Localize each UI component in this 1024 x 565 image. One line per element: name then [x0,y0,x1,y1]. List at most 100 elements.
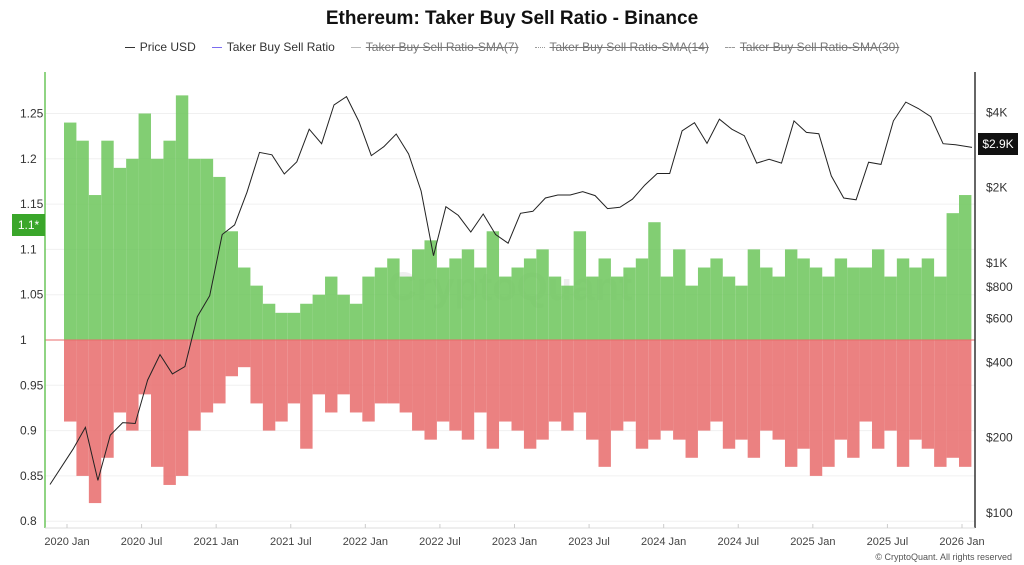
ratio-bar-up [598,258,611,340]
legend-item-sma30[interactable]: Taker Buy Sell Ratio-SMA(30) [724,40,900,54]
ratio-bar-up [834,258,848,340]
ratio-bar-down [200,340,214,413]
legend-item-price[interactable]: Price USD [124,40,196,54]
legend-item-ratio[interactable]: Taker Buy Sell Ratio [211,40,335,54]
ratio-bar-down [685,340,698,458]
sma30-swatch [724,46,735,48]
ratio-bar-up [959,195,972,340]
ratio-bar-up [847,267,860,340]
x-tick-label: 2025 Jan [790,536,835,548]
current-price-badge [978,133,1018,155]
ratio-bar-up [486,231,500,340]
y-tick-label: 1 [20,333,27,347]
right-tick-label: $2K [986,181,1007,195]
ratio-bar-up [250,285,263,340]
ratio-bar-up [325,276,338,340]
ratio-bar-up [871,249,885,340]
chart-title: Ethereum: Taker Buy Sell Ratio - Binance [325,8,699,29]
x-tick-label: 2021 Jan [194,536,239,548]
ratio-bar-down [113,340,127,413]
ratio-bar-down [884,340,897,431]
ratio-bar-down [151,340,164,467]
ratio-bar-up [374,267,388,340]
ratio-bar-up [337,294,350,340]
legend: Price USD Taker Buy Sell Ratio Taker Buy… [0,40,1024,54]
ratio-bar-down [635,340,649,449]
ratio-bar-down [412,340,425,431]
ratio-bar-up [586,276,599,340]
ratio-bar-up [561,285,574,340]
ratio-bar-up [722,276,736,340]
x-tick-label: 2024 Jul [717,536,759,548]
x-tick-label: 2020 Jul [121,536,163,548]
y-tick-label: 0.9 [20,424,37,438]
ratio-bar-down [847,340,860,458]
ratio-bar-down [561,340,574,431]
current-ratio-label: 1.1* [18,218,40,232]
ratio-bar-down [362,340,375,422]
ratio-bar-up [88,195,102,340]
ratio-bar-up [175,95,189,340]
ratio-bar-down [523,340,537,449]
right-tick-label: $600 [986,311,1013,325]
ratio-bar-up [797,258,810,340]
ratio-bar-up [548,276,562,340]
ratio-bar-down [959,340,972,467]
ratio-bar-up [163,140,176,340]
ratio-bar-up [784,249,798,340]
ratio-bar-down [660,340,674,431]
ratio-bar-up [262,303,276,340]
ratio-bar-down [934,340,947,467]
ratio-bar-up [200,158,214,340]
legend-label: Taker Buy Sell Ratio-SMA(7) [365,40,519,54]
ratio-bar-down [909,340,922,440]
ratio-bar-up [523,258,537,340]
current-price-label: $2.9K [982,137,1013,151]
y-tick-label: 1.25 [20,107,44,121]
ratio-bar-up [113,167,127,340]
ratio-bar-up [461,249,475,340]
ratio-bar-up [536,249,549,340]
ratio-bar-up [225,231,238,340]
right-tick-label: $4K [986,105,1007,119]
ratio-bar-down [921,340,935,449]
ratio-bar-down [747,340,761,458]
ratio-bar-down [225,340,238,377]
ratio-bar-up [673,249,686,340]
ratio-bar-down [238,340,251,368]
ratio-bar-down [573,340,587,413]
ratio-bar-up [623,267,636,340]
ratio-bar-down [474,340,487,413]
ratio-bar-down [511,340,524,431]
ratio-bar-down [163,340,176,485]
legend-item-sma14[interactable]: Taker Buy Sell Ratio-SMA(14) [534,40,709,54]
copyright: © CryptoQuant. All rights reserved [875,552,1012,562]
ratio-bar-down [275,340,288,422]
x-tick-label: 2024 Jan [641,536,686,548]
ratio-bar-down [449,340,462,431]
ratio-bar-down [262,340,276,431]
ratio-bar-up [610,276,624,340]
ratio-bar-up [735,285,748,340]
x-tick-label: 2022 Jan [343,536,388,548]
ratio-bar-up [809,267,823,340]
ratio-bar-up [573,231,587,340]
ratio-bar-up [685,285,698,340]
ratio-bar-down [349,340,363,413]
legend-item-sma7[interactable]: Taker Buy Sell Ratio-SMA(7) [350,40,519,54]
ratio-bar-up [909,267,922,340]
ratio-bar-up [287,312,301,340]
ratio-bar-down [822,340,835,467]
ratio-bar-up [760,267,773,340]
legend-label: Price USD [139,40,196,54]
ratio-bar-up [349,303,363,340]
x-tick-label: 2022 Jul [419,536,461,548]
legend-label: Taker Buy Sell Ratio-SMA(30) [739,40,900,54]
ratio-bar-up [710,258,723,340]
ratio-bar-down [175,340,189,476]
ratio-bar-down [859,340,872,422]
current-ratio-badge [12,214,45,236]
x-tick-label: 2026 Jan [939,536,984,548]
ratio-bar-down [772,340,785,440]
